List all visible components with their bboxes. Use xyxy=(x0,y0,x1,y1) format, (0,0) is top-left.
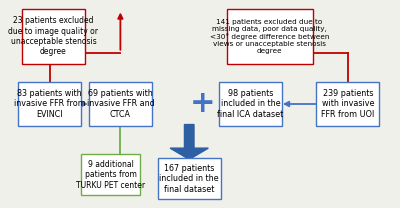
FancyBboxPatch shape xyxy=(81,154,140,195)
Text: 239 patients
with invasive
FFR from UOI: 239 patients with invasive FFR from UOI xyxy=(321,89,374,119)
Text: 83 patients with
invasive FFR from
EVINCI: 83 patients with invasive FFR from EVINC… xyxy=(14,89,86,119)
FancyBboxPatch shape xyxy=(89,82,152,126)
Text: 23 patients excluded
due to image quality or
unacceptable stenosis
degree: 23 patients excluded due to image qualit… xyxy=(8,16,98,56)
Text: 167 patients
included in the
final dataset: 167 patients included in the final datas… xyxy=(160,164,219,194)
Text: 9 additional
patients from
TURKU PET center: 9 additional patients from TURKU PET cen… xyxy=(76,160,145,190)
Text: +: + xyxy=(190,89,216,119)
Text: 98 patients
included in the
final ICA dataset: 98 patients included in the final ICA da… xyxy=(217,89,284,119)
FancyBboxPatch shape xyxy=(158,158,221,199)
FancyBboxPatch shape xyxy=(22,9,85,64)
FancyBboxPatch shape xyxy=(219,82,282,126)
Text: 141 patients excluded due to
missing data, poor data quality,
<30° degree differ: 141 patients excluded due to missing dat… xyxy=(210,19,329,54)
Polygon shape xyxy=(170,125,208,159)
FancyBboxPatch shape xyxy=(226,9,312,64)
Text: 69 patients with
invasive FFR and
CTCA: 69 patients with invasive FFR and CTCA xyxy=(86,89,154,119)
FancyBboxPatch shape xyxy=(18,82,81,126)
FancyBboxPatch shape xyxy=(316,82,380,126)
